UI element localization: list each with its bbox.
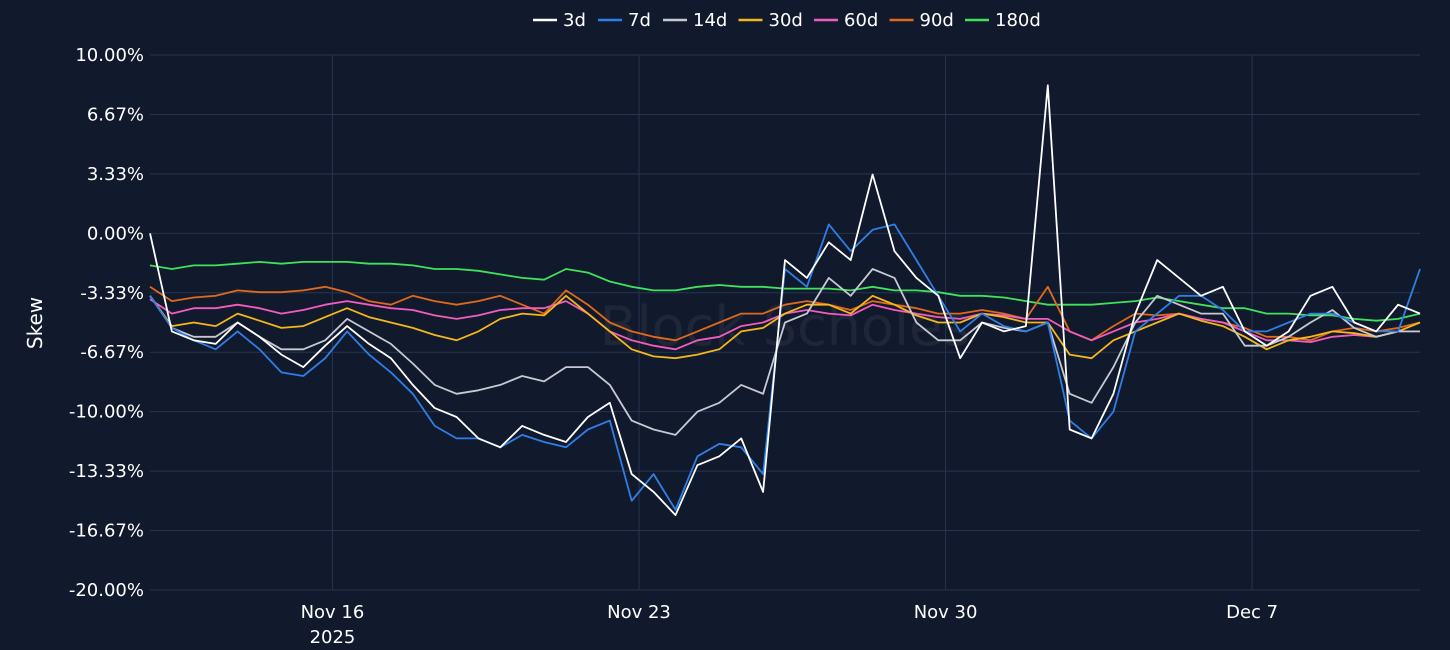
x-tick-label: Nov 30 [914,602,978,623]
x-tick-sublabel: 2025 [310,627,356,648]
legend-label-60d: 60d [844,10,878,31]
legend: 3d 7d 14d 30d 60d 90d 180d [533,10,1041,31]
series-line-14d [149,268,1420,436]
y-tick-label: 10.00% [75,45,144,66]
legend-label-90d: 90d [920,10,954,31]
y-tick-label: -6.67% [80,342,144,363]
y-axis-label: Skew [23,297,47,349]
x-tick-label: Dec 7 [1226,602,1278,623]
y-tick-label: 3.33% [87,164,144,185]
grid [150,54,1420,591]
legend-label-180d: 180d [995,10,1041,31]
legend-label-30d: 30d [769,10,803,31]
y-tick-label: 6.67% [87,104,144,125]
series-line-30d [149,294,1421,360]
y-axis: 10.00% 6.67% 3.33% 0.00% -3.33% -6.67% -10.00%… [69,45,144,601]
x-tick-label: Nov 16 [301,602,365,623]
x-axis: Nov 16 2025 Nov 23 Nov 30 Dec 7 [301,602,1279,648]
y-tick-label: 0.00% [87,223,144,244]
y-tick-label: -20.00% [69,580,144,601]
y-tick-label: -3.33% [80,283,144,304]
y-tick-label: -10.00% [69,402,144,423]
legend-label-7d: 7d [628,10,651,31]
series-layer [149,84,1421,516]
legend-label-14d: 14d [693,10,727,31]
legend-label-3d: 3d [563,10,586,31]
series-line-3d [149,84,1421,516]
y-tick-label: -13.33% [69,461,144,482]
x-tick-label: Nov 23 [607,602,671,623]
series-line-180d [149,260,1421,322]
y-tick-label: -16.67% [69,521,144,542]
